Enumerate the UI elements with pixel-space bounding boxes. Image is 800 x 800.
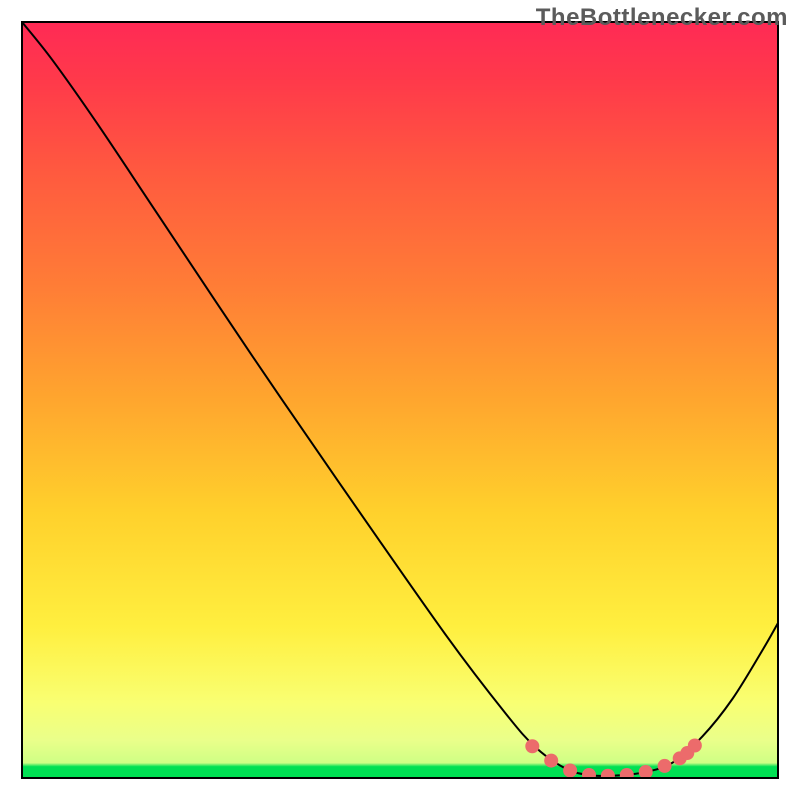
marker-dot <box>563 763 577 777</box>
marker-dot <box>688 738 702 752</box>
marker-dot <box>544 754 558 768</box>
marker-dot <box>582 768 596 782</box>
marker-dot <box>620 768 634 782</box>
chart-background <box>22 22 778 778</box>
marker-dot <box>639 765 653 779</box>
bottleneck-chart <box>0 0 800 800</box>
marker-dot <box>658 759 672 773</box>
marker-dot <box>525 739 539 753</box>
marker-dot <box>601 769 615 783</box>
